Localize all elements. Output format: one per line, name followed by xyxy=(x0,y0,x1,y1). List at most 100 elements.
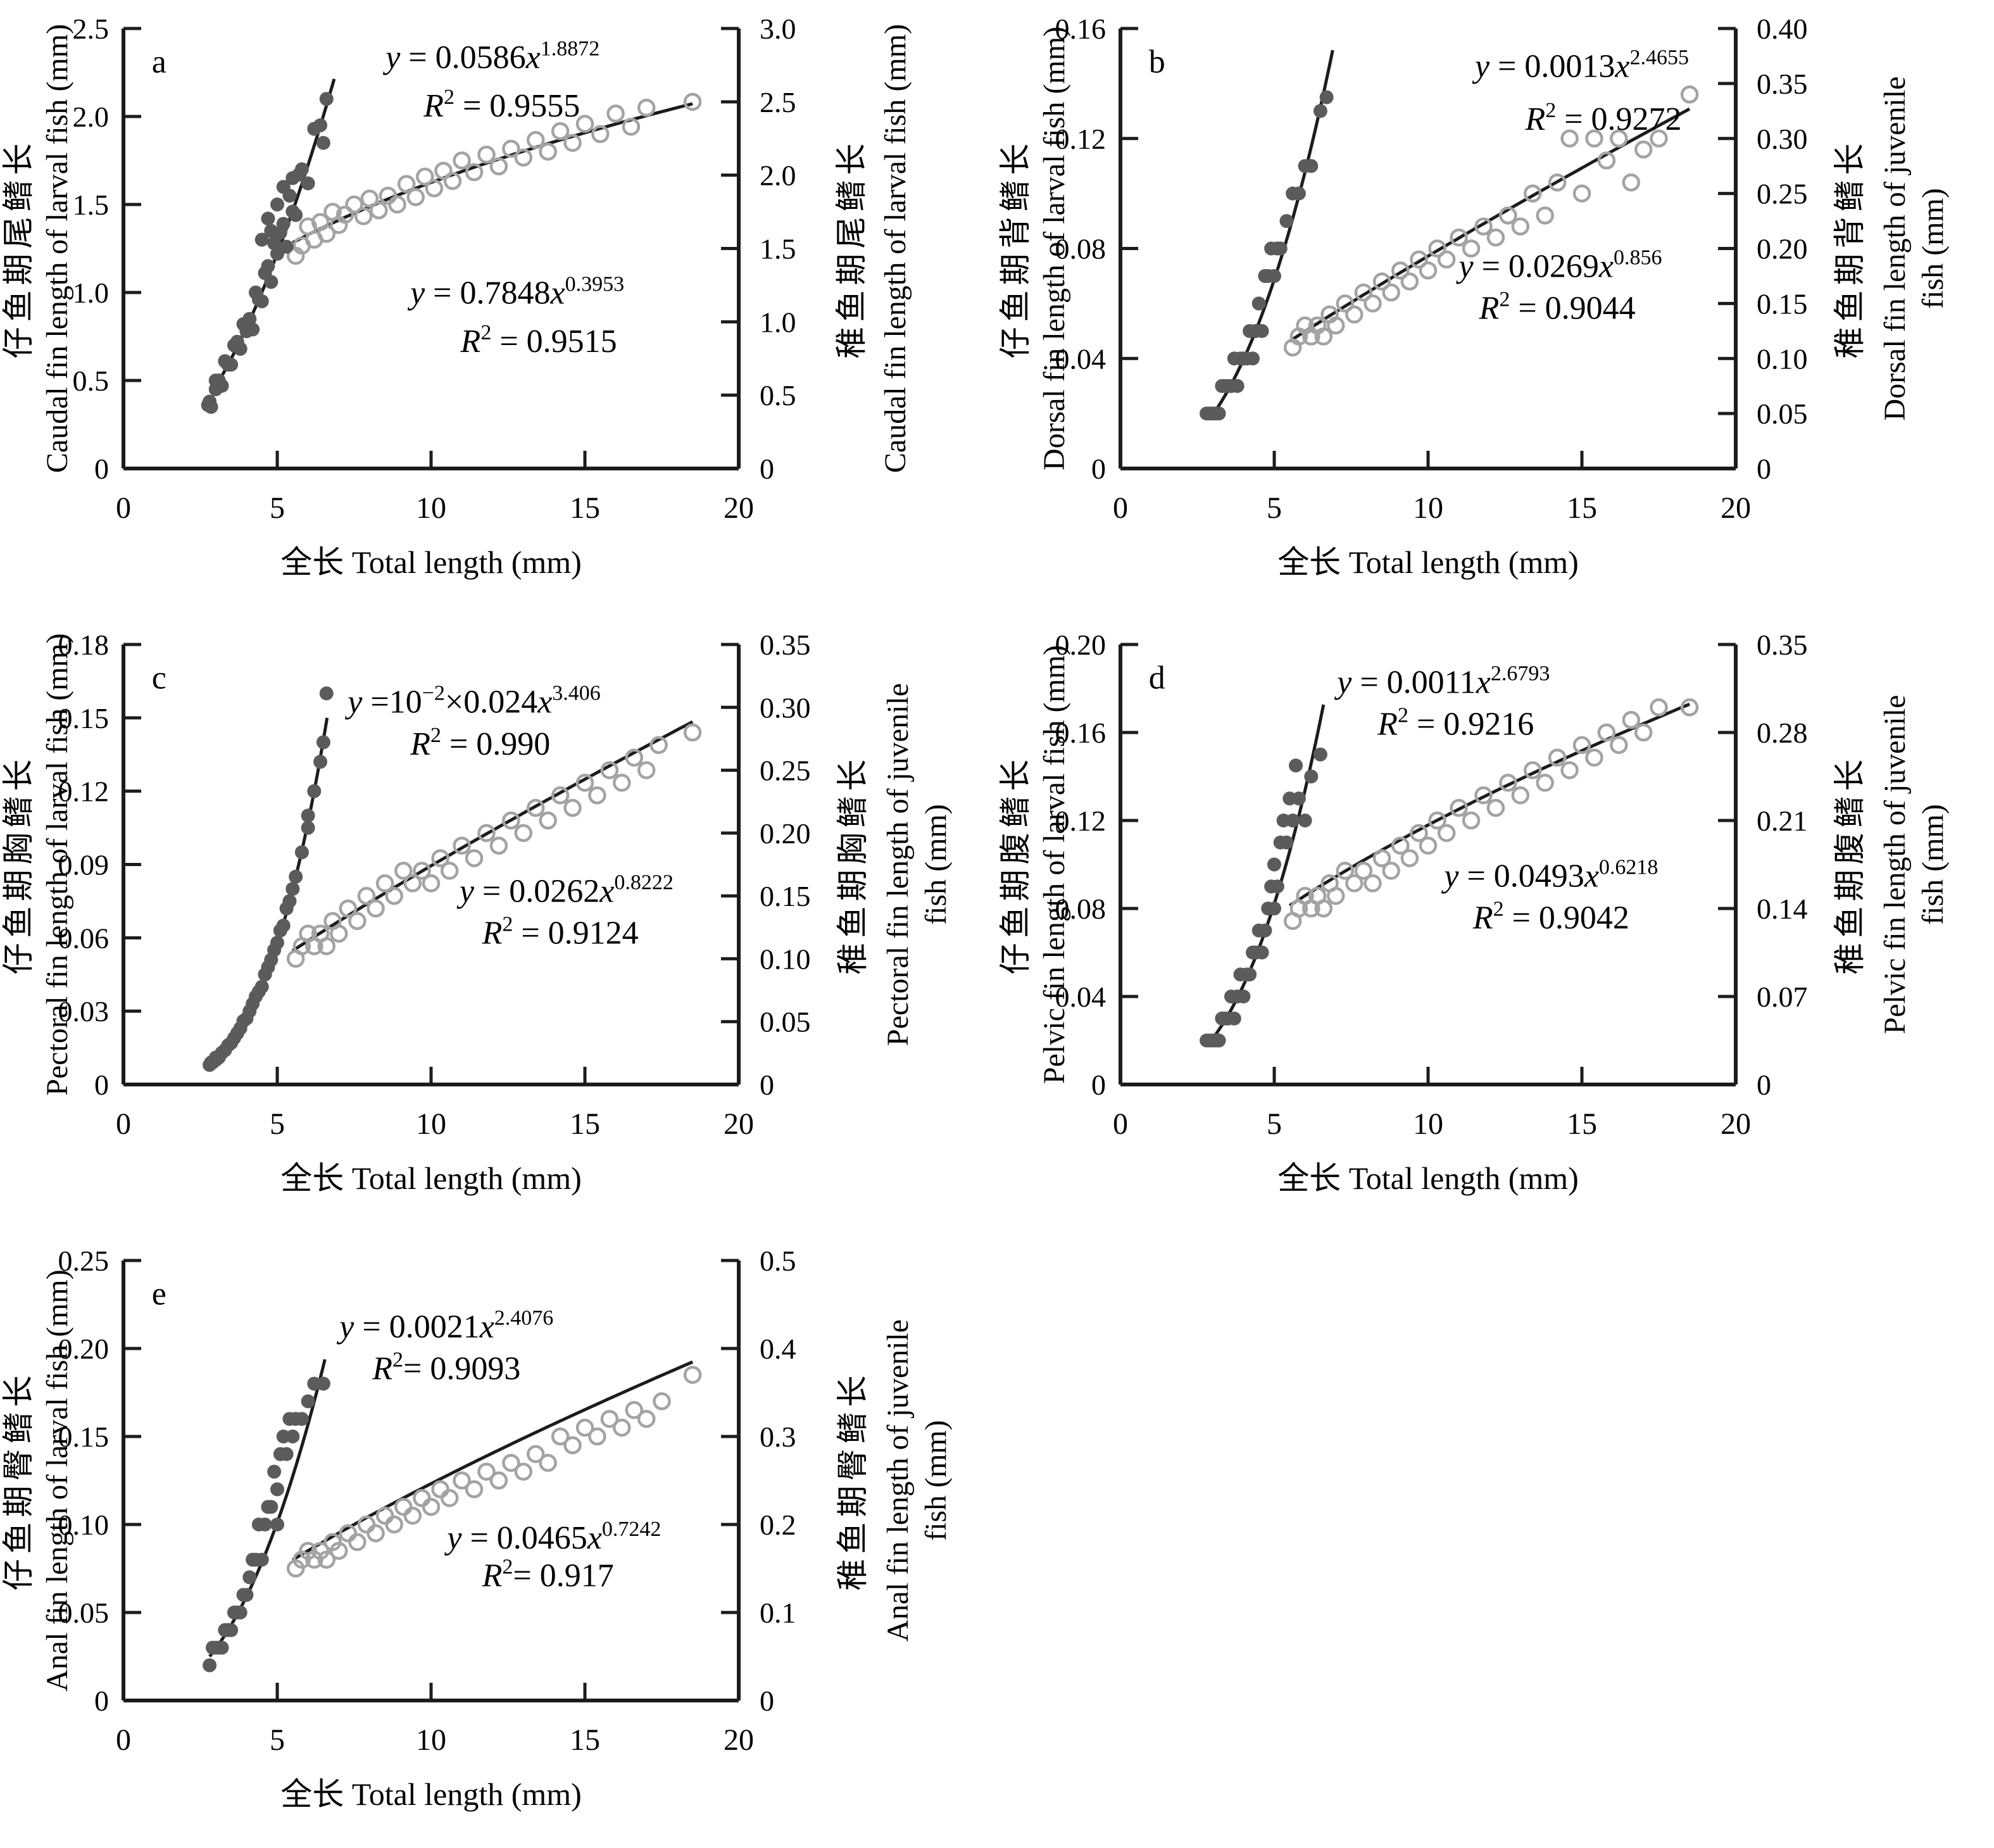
juvenile-caudal-point xyxy=(317,225,336,243)
juvenile-dorsal-point xyxy=(1511,217,1530,236)
panel-letter: c xyxy=(152,660,166,696)
x-tick-label: 15 xyxy=(1567,491,1597,525)
juvenile-pelvic-point xyxy=(1400,849,1419,867)
juvenile-dorsal-point xyxy=(1336,294,1355,313)
juvenile-anal-point xyxy=(489,1471,508,1490)
juvenile-pectoral-r-squared: R2 = 0.9124 xyxy=(482,913,639,952)
larval-caudal-point xyxy=(254,232,269,247)
juvenile-caudal-point xyxy=(551,122,570,141)
larval-dorsal-point xyxy=(1279,214,1294,229)
larval-dorsal-point xyxy=(1291,186,1306,201)
right-tick-label: 0 xyxy=(760,1685,774,1717)
larval-caudal-point xyxy=(224,357,239,372)
x-tick-label: 0 xyxy=(1113,491,1128,525)
juvenile-dorsal-equation: y = 0.0269x0.856 xyxy=(1455,246,1662,285)
larval-pelvic-point xyxy=(1298,814,1312,827)
right-tick-label: 0.25 xyxy=(760,755,811,787)
panel-letter: b xyxy=(1149,44,1165,80)
juvenile-caudal-point xyxy=(406,188,425,206)
larval-caudal-point xyxy=(264,275,279,289)
larval-anal-point xyxy=(224,1623,239,1637)
larval-pectoral-point xyxy=(270,936,284,950)
larval-caudal-point xyxy=(319,92,334,106)
larval-pectoral-fit-line xyxy=(208,717,329,1067)
juvenile-pelvic-point xyxy=(1536,774,1554,792)
juvenile-anal-point xyxy=(653,1392,671,1411)
juvenile-anal-point xyxy=(394,1497,413,1516)
x-tick-label: 20 xyxy=(724,1723,754,1757)
larval-dorsal-point xyxy=(1313,104,1327,118)
juvenile-caudal-point xyxy=(606,104,625,123)
x-tick-label: 10 xyxy=(416,1723,446,1757)
juvenile-pelvic-point xyxy=(1326,886,1345,905)
left-tick-label: 0.15 xyxy=(58,702,110,734)
juvenile-caudal-point xyxy=(575,115,594,133)
larval-anal-point xyxy=(258,1518,272,1531)
left-tick-label: 0.08 xyxy=(1055,233,1107,265)
juvenile-anal-r-squared: R2= 0.917 xyxy=(482,1555,614,1593)
right-tick-label: 0.30 xyxy=(760,691,811,724)
juvenile-caudal-point xyxy=(416,167,434,186)
juvenile-pectoral-point xyxy=(575,774,594,792)
larval-pelvic-point xyxy=(1258,923,1272,938)
right-axis-label-en: Dorsal fin length of juvenile xyxy=(1878,77,1912,421)
x-tick-label: 15 xyxy=(1567,1107,1597,1141)
larval-anal-point xyxy=(264,1500,279,1514)
juvenile-dorsal-point xyxy=(1391,261,1410,280)
right-tick-label: 0.1 xyxy=(760,1597,796,1629)
juvenile-pectoral-point xyxy=(613,774,631,792)
larval-dorsal-point xyxy=(1319,90,1334,104)
juvenile-pelvic-point xyxy=(1474,786,1493,805)
right-tick-label: 0.05 xyxy=(1757,398,1808,430)
larval-pectoral-point xyxy=(294,845,309,860)
x-tick-label: 5 xyxy=(1267,491,1282,525)
left-tick-label: 0.06 xyxy=(58,922,110,954)
juvenile-dorsal-point xyxy=(1572,184,1591,203)
left-axis-label-en: Anal fin length of larval fish (mm) xyxy=(41,1269,74,1692)
juvenile-pectoral-point xyxy=(563,798,582,817)
juvenile-dorsal-point xyxy=(1345,305,1364,324)
juvenile-dorsal-point xyxy=(1372,272,1391,291)
panel-c-pectoral-fin-chart: 0 0.03 0.06 0.09 0.12 0.15 0.18 0 0.05 0.10 0.15 0.… xyxy=(1,629,953,1196)
larval-anal-point xyxy=(285,1430,300,1443)
juvenile-pectoral-point xyxy=(526,798,545,817)
juvenile-pelvic-point xyxy=(1391,836,1410,855)
juvenile-pelvic-point xyxy=(1560,761,1579,779)
larval-pectoral-point xyxy=(282,894,297,908)
juvenile-dorsal-point xyxy=(1523,184,1542,203)
juvenile-anal-point xyxy=(600,1409,619,1428)
right-axis-label-en: fish (mm) xyxy=(1916,188,1950,309)
juvenile-anal-point xyxy=(453,1471,471,1490)
x-tick-label: 5 xyxy=(270,491,285,525)
larval-pelvic-point xyxy=(1313,747,1327,762)
larval-dorsal-point xyxy=(1267,268,1281,283)
juvenile-caudal-point xyxy=(539,142,557,161)
right-tick-label: 0.21 xyxy=(1757,805,1808,837)
right-axis-label-cn: 稚鱼期背鳍长 xyxy=(1832,139,1867,359)
larval-pelvic-point xyxy=(1243,967,1257,982)
juvenile-caudal-point xyxy=(453,151,471,170)
x-tick-label: 0 xyxy=(116,491,131,525)
panel-d-pelvic-fin-chart: 0 0.04 0.08 0.12 0.16 0.20 0 0.07 0.14 0.21 0.28 0.… xyxy=(998,629,1950,1196)
juvenile-dorsal-point xyxy=(1486,228,1505,247)
juvenile-pectoral-point xyxy=(348,912,367,931)
juvenile-pelvic-r-squared: R2 = 0.9042 xyxy=(1472,897,1629,936)
juvenile-anal-point xyxy=(329,1542,348,1560)
x-tick-label: 5 xyxy=(1267,1107,1282,1141)
juvenile-anal-point xyxy=(588,1427,606,1446)
panel-letter: d xyxy=(1149,660,1165,696)
larval-anal-point xyxy=(270,1518,284,1531)
left-tick-label: 2.5 xyxy=(73,13,110,45)
right-tick-label: 3.0 xyxy=(760,13,796,45)
larval-anal-point xyxy=(279,1447,294,1461)
right-tick-label: 0 xyxy=(760,1069,774,1101)
right-tick-label: 0 xyxy=(1757,1069,1771,1101)
juvenile-pectoral-point xyxy=(375,874,394,893)
juvenile-anal-point xyxy=(502,1454,520,1472)
juvenile-pelvic-point xyxy=(1437,824,1456,843)
x-tick-label: 20 xyxy=(1721,1107,1751,1141)
juvenile-dorsal-point xyxy=(1462,239,1481,258)
juvenile-pectoral-equation: y = 0.0262x0.8222 xyxy=(456,871,674,910)
x-tick-label: 20 xyxy=(724,491,754,525)
x-tick-label: 10 xyxy=(1413,491,1443,525)
